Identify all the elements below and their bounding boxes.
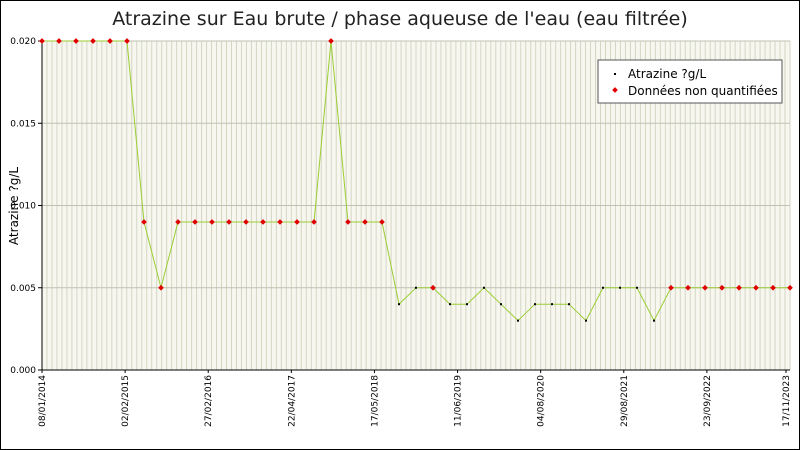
- data-point: [568, 303, 570, 306]
- chart-title: Atrazine sur Eau brute / phase aqueuse d…: [112, 8, 688, 30]
- non-quantified-point: [719, 284, 725, 291]
- y-tick-label: 0.005: [10, 284, 36, 294]
- data-point: [602, 286, 604, 289]
- non-quantified-point: [175, 219, 181, 225]
- y-tick-label: 0.015: [10, 119, 36, 129]
- non-quantified-point: [430, 284, 436, 291]
- x-tick-label: 02/02/2015: [121, 375, 131, 427]
- data-point: [415, 286, 417, 289]
- legend-swatch-non-quantified: [612, 87, 618, 93]
- non-quantified-point: [345, 219, 351, 225]
- legend: Atrazine ?g/L Données non quantifiées: [597, 59, 783, 104]
- data-point: [534, 303, 536, 306]
- non-quantified-point: [226, 219, 232, 225]
- data-point: [466, 303, 468, 306]
- non-quantified-point: [141, 219, 147, 225]
- y-axis-title: Atrazine ?g/L: [7, 167, 21, 245]
- data-point: [653, 319, 655, 322]
- x-axis-ticks: 08/01/2014 02/02/2015 27/02/2016 22/04/2017…: [38, 370, 792, 427]
- non-quantified-point: [379, 219, 385, 225]
- x-tick-label: 08/01/2014: [38, 375, 48, 427]
- x-tick-label: 29/08/2021: [620, 375, 630, 427]
- non-quantified-points: [39, 38, 793, 291]
- data-point: [517, 319, 519, 322]
- non-quantified-point: [753, 284, 759, 291]
- legend-label-non-quantified: Données non quantifiées: [628, 84, 778, 98]
- non-quantified-point: [294, 219, 300, 225]
- data-point: [483, 286, 485, 289]
- data-point: [585, 319, 587, 322]
- x-tick-label: 23/09/2022: [703, 375, 713, 427]
- y-tick-label: 0.000: [10, 366, 36, 376]
- data-point: [449, 303, 451, 306]
- legend-label-atrazine: Atrazine ?g/L: [628, 67, 706, 81]
- x-tick-label: 04/08/2020: [537, 375, 547, 427]
- legend-swatch-atrazine: [614, 73, 616, 75]
- y-tick-label: 0.010: [10, 202, 36, 212]
- data-point: [398, 303, 400, 306]
- non-quantified-point: [362, 219, 368, 225]
- non-quantified-point: [277, 219, 283, 225]
- non-quantified-point: [243, 219, 249, 225]
- x-tick-label: 11/06/2019: [454, 375, 464, 427]
- x-tick-label: 22/04/2017: [287, 375, 297, 427]
- non-quantified-point: [209, 219, 215, 225]
- non-quantified-point: [260, 219, 266, 225]
- non-quantified-point: [702, 284, 708, 291]
- x-tick-label: 17/11/2023: [782, 375, 792, 427]
- non-quantified-point: [685, 284, 691, 291]
- non-quantified-point: [787, 284, 793, 291]
- data-point: [636, 286, 638, 289]
- non-quantified-point: [668, 284, 674, 291]
- non-quantified-point: [770, 284, 776, 291]
- non-quantified-point: [311, 219, 317, 225]
- non-quantified-point: [736, 284, 742, 291]
- data-point: [619, 286, 621, 289]
- data-point: [551, 303, 553, 306]
- non-quantified-point: [192, 219, 198, 225]
- x-tick-label: 27/02/2016: [204, 375, 214, 427]
- data-point: [500, 303, 502, 306]
- y-tick-label: 0.020: [10, 37, 36, 47]
- x-tick-label: 17/05/2018: [370, 375, 380, 427]
- legend-box: [597, 59, 783, 104]
- non-quantified-point: [158, 284, 164, 291]
